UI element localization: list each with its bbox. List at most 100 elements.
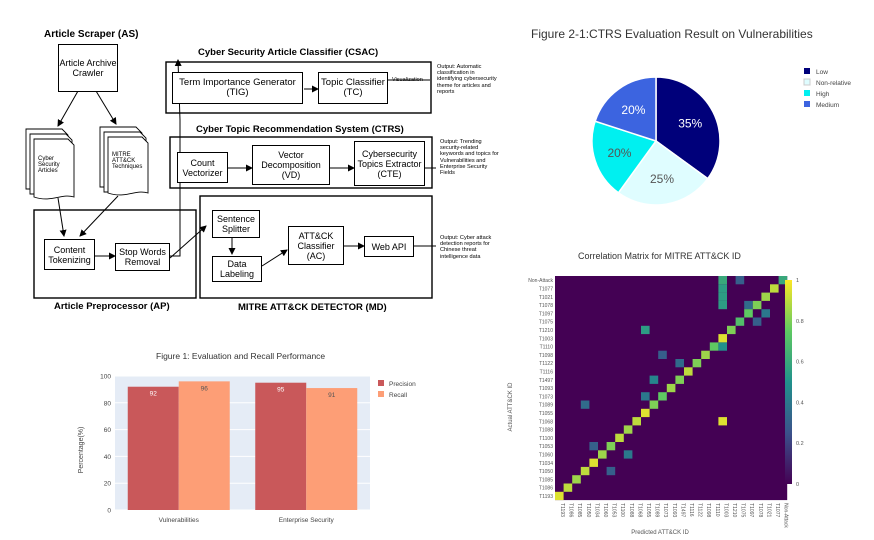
colorbar-tick: 0.8: [796, 319, 804, 325]
heatmap-col-label: T1210: [731, 503, 737, 517]
heatmap-col-label: T1075: [740, 503, 746, 517]
heatmap-cell: [632, 417, 641, 426]
heatmap-cell: [718, 292, 727, 301]
bar-value-label: 95: [277, 387, 285, 394]
heatmap-row-label: T1122: [539, 361, 553, 367]
cte-box: Cybersecurity Topics Extractor (CTE): [354, 141, 425, 186]
heatmap-col-label: T1497: [679, 503, 685, 517]
pie-value-label: 25%: [650, 172, 674, 186]
bar-ytick: 100: [100, 374, 111, 381]
heatmap-row-label: T1085: [539, 477, 553, 483]
bar-legend-swatch: [378, 380, 384, 386]
heatmap-cell: [555, 491, 564, 501]
heatmap-col-label: T1089: [654, 503, 660, 517]
bar-value-label: 91: [328, 392, 336, 399]
pie-legend-label: Low: [816, 69, 828, 76]
data-labeling-box: Data Labeling: [212, 256, 262, 282]
stop-words-box: Stop Words Removal: [115, 243, 170, 271]
heatmap-col-label: T1003: [722, 503, 728, 517]
bar-legend-label: Precision: [389, 381, 416, 388]
heatmap-cell: [623, 425, 633, 434]
heatmap-cell: [718, 342, 727, 351]
heatmap-col-label: T1093: [671, 503, 677, 517]
heatmap-cell: [735, 317, 745, 326]
pie-title: Figure 2-1:CTRS Evaluation Result on Vul…: [531, 27, 813, 41]
sentence-splitter-box: Sentence Splitter: [212, 210, 260, 238]
heatmap-cell: [718, 417, 727, 426]
heatmap-col-label: T1034: [593, 503, 599, 517]
bar-legend-label: Recall: [389, 392, 408, 399]
bar-xtick: Enterprise Security: [279, 517, 335, 524]
bar-title: Figure 1: Evaluation and Recall Performa…: [156, 351, 326, 361]
heatmap-row-label: T1021: [539, 295, 553, 301]
heatmap-cell: [589, 442, 598, 451]
md-title: MITRE ATT&CK DETECTOR (MD): [238, 302, 387, 313]
heatmap-col-label: T1086: [568, 503, 574, 517]
pie-slice-medium: [594, 76, 657, 143]
bar-ytick: 60: [104, 427, 112, 434]
bar-ytick: 40: [104, 454, 112, 461]
heatmap-row-label: Non-Attack: [528, 278, 553, 284]
heatmap-col-label: T1078: [757, 503, 763, 517]
heatmap-col-label: T1098: [705, 503, 711, 517]
heatmap-colorbar: [785, 280, 792, 484]
heatmap-cell: [606, 466, 616, 476]
heatmap-row-label: T1210: [539, 328, 553, 334]
heatmap-title: Correlation Matrix for MITRE ATT&CK ID: [578, 251, 741, 261]
heatmap-row-label: T1068: [539, 419, 553, 425]
heatmap-col-label: T1088: [628, 503, 634, 517]
heatmap-row-label: T1034: [539, 461, 553, 467]
bar-precision: [127, 386, 179, 510]
heatmap-row-label: T1097: [539, 311, 553, 317]
heatmap-ylabel: Actual ATT&CK ID: [508, 382, 514, 432]
heatmap-row-label: T1078: [539, 303, 553, 309]
bar-recall: [178, 381, 230, 510]
heatmap-col-label: Non-Attack: [783, 503, 789, 528]
pie-legend-swatch: [804, 68, 810, 74]
diagram-arrows: [25, 59, 436, 299]
visualization-label: Visualization: [392, 77, 423, 83]
heatmap-row-label: T1086: [539, 486, 553, 492]
heatmap-row-label: T1050: [539, 469, 553, 475]
heatmap-col-label: T1053: [611, 503, 617, 517]
ctrs-title: Cyber Topic Recommendation System (CTRS): [196, 124, 404, 135]
colorbar-tick: 1: [796, 278, 799, 284]
pie-slice-non-relative: [617, 139, 709, 206]
pie-value-label: 20%: [607, 146, 631, 160]
ap-title: Article Preprocessor (AP): [54, 301, 170, 312]
ap-frame: [33, 209, 197, 299]
heatmap-cell: [744, 309, 753, 318]
tig-box: Term Importance Generator (TIG): [172, 72, 303, 104]
heatmap-cell: [641, 325, 650, 335]
heatmap-cell: [580, 400, 590, 409]
pie-legend-label: High: [816, 91, 830, 98]
bar-value-label: 96: [201, 385, 209, 392]
heatmap-cell: [598, 450, 607, 459]
pie-slice-high: [591, 120, 658, 194]
vd-box: Vector Decomposition (VD): [252, 145, 330, 185]
heatmap-cell: [718, 300, 727, 310]
heatmap-cell: [623, 450, 633, 459]
bar-xtick: Vulnerabilities: [159, 517, 200, 524]
heatmap-cell: [744, 300, 753, 310]
doc-cyber-label: Cyber Security Articles: [38, 156, 60, 175]
heatmap-cell: [649, 400, 659, 409]
heatmap-row-label: T1497: [539, 378, 553, 384]
pie-value-label: 35%: [678, 117, 702, 131]
heatmap-row-label: T1093: [539, 386, 553, 392]
mitre-docs-icon: [99, 126, 149, 196]
heatmap-cell: [761, 292, 770, 301]
md-frame: [199, 195, 433, 299]
heatmap-chart: Non-AttackT1077T1021T1078T1097T1075T1210…: [508, 276, 804, 536]
heatmap-row-label: T1088: [539, 428, 553, 434]
bar-ytick: 0: [107, 508, 111, 515]
heatmap-row-label: T1073: [539, 394, 553, 400]
md-output: Output: Cyber attack detection reports f…: [440, 235, 492, 260]
heatmap-cell: [658, 392, 667, 401]
ac-box: ATT&CK Classifier (AC): [288, 226, 344, 265]
tc-box: Topic Classifier (TC): [318, 72, 388, 104]
heatmap-cell: [589, 458, 598, 467]
bar-legend-swatch: [378, 391, 384, 397]
doc-mitre-label: MITRE ATT&CK Techniques: [112, 152, 143, 171]
heatmap-row-label: T1053: [539, 444, 553, 450]
